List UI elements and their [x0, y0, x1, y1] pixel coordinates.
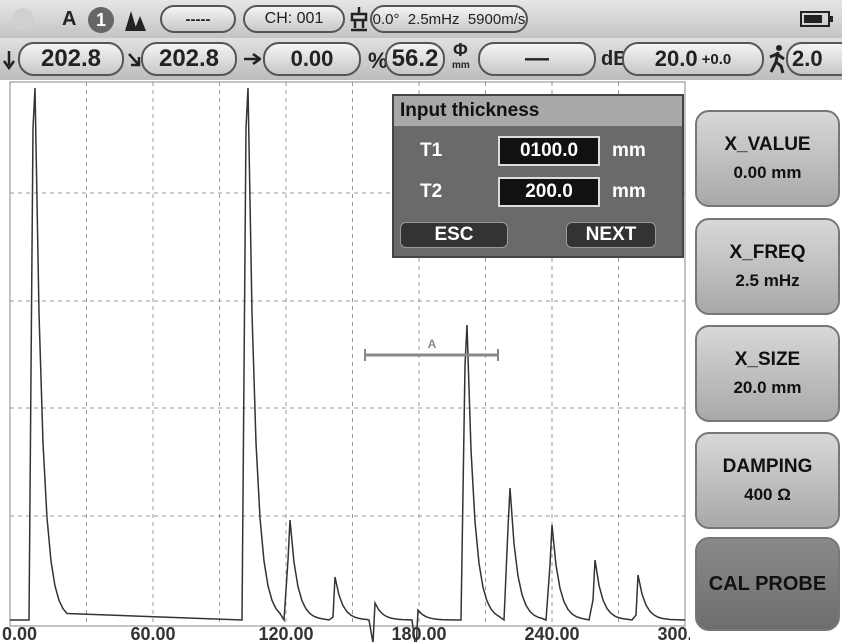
menu-value: 20.0 mm — [733, 377, 802, 397]
menu-value: 0.00 mm — [733, 162, 802, 182]
x-label: 120.00 — [258, 624, 313, 642]
arrow-diagonal — [128, 53, 141, 67]
readings-bar: 202.8 202.8 0.00 % 56.2 Φ mm — dB 20.0 +0… — [0, 38, 842, 80]
x-label: 240.00 — [524, 624, 579, 642]
gain-pill: 20.0 +0.0 — [622, 42, 764, 76]
x-label: 60.00 — [130, 624, 175, 642]
channel[interactable]: CH: 001 — [243, 5, 345, 33]
gate-status[interactable]: ----- — [160, 5, 236, 33]
reading: 20.0 — [654, 46, 698, 71]
arrow-right — [244, 52, 261, 66]
menu-value: 400 Ω — [744, 484, 791, 504]
reading-label: Φ — [453, 40, 468, 60]
menu-title: X_SIZE — [734, 348, 801, 370]
dialog-title: Input thickness — [394, 96, 682, 126]
reading-offset: +0.0 — [701, 50, 732, 68]
menu-value: 2.5 mHz — [735, 270, 800, 290]
peak-icon — [125, 11, 146, 31]
menu-button[interactable]: X_VALUE 0.00 mm — [695, 110, 840, 207]
field-value[interactable]: 0100.0 — [498, 136, 600, 166]
echo-trace — [10, 87, 686, 642]
menu-title: DAMPING — [722, 455, 813, 477]
dialog: Input thickness T1 0100.0 mm T2 200.0 mm ESC … — [392, 94, 684, 258]
menu-button[interactable]: CAL PROBE — [695, 537, 840, 631]
probe-info[interactable]: 0.0° 2.5mHz 5900m/s — [370, 5, 528, 33]
reading-label: dB — [601, 48, 628, 70]
reading: — — [478, 42, 596, 76]
menu-title: CAL PROBE — [708, 573, 827, 595]
reading: 202.8 — [18, 42, 124, 76]
reading-label: % — [368, 48, 388, 73]
field-label: T2 — [420, 181, 443, 202]
status-bar: A 1 ----- CH: 001 0.0° 2.5mHz 5900m/s — [0, 0, 842, 38]
gate-label: A — [428, 337, 437, 351]
menu-button[interactable]: DAMPING 400 Ω — [695, 432, 840, 529]
field-unit: mm — [612, 140, 646, 161]
x-label: 180.00 — [391, 624, 446, 642]
walk-icon — [769, 45, 785, 74]
field-value[interactable]: 200.0 — [498, 177, 600, 207]
reading: 0.00 — [263, 42, 361, 76]
channel-index: 1 — [88, 7, 114, 33]
menu-title: X_VALUE — [724, 133, 811, 155]
x-label: 300.00 — [657, 624, 690, 642]
esc-button[interactable]: ESC — [400, 222, 508, 248]
reading-unit: mm — [452, 60, 470, 71]
arrow-down — [2, 51, 16, 70]
x-label: 0.00 — [2, 624, 37, 642]
reading: 202.8 — [141, 42, 237, 76]
status-led — [12, 8, 34, 30]
reading: 2.0 — [786, 42, 842, 76]
field-unit: mm — [612, 181, 646, 202]
mode: A — [62, 8, 77, 30]
reading: 56.2 — [385, 42, 445, 76]
menu-button[interactable]: X_FREQ 2.5 mHz — [695, 218, 840, 315]
field-label: T1 — [420, 140, 443, 161]
next-button[interactable]: NEXT — [566, 222, 656, 248]
menu-button[interactable]: X_SIZE 20.0 mm — [695, 325, 840, 422]
battery — [800, 11, 833, 27]
probe-icon — [350, 7, 368, 32]
menu-title: X_FREQ — [729, 241, 806, 263]
